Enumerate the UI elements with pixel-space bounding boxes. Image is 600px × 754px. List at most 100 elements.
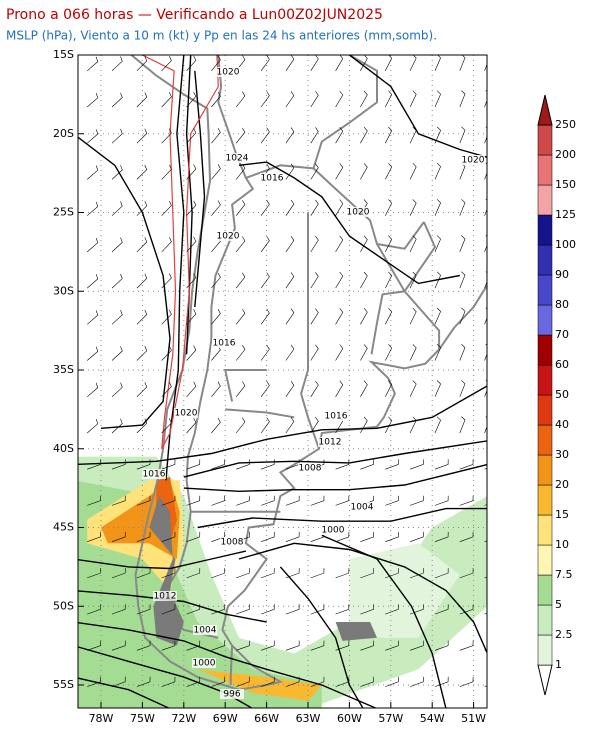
wind-barb — [260, 55, 270, 71]
wind-barb — [310, 235, 319, 253]
wind-barb — [87, 531, 101, 542]
isobar-label-bg — [321, 525, 345, 535]
wind-barb — [360, 126, 368, 144]
wind-barb — [235, 308, 246, 325]
wind-barb — [385, 126, 393, 144]
border — [300, 212, 320, 450]
wind-barb — [409, 416, 417, 434]
colorbar-tip — [537, 94, 553, 126]
wind-barb — [136, 459, 151, 470]
wind-barb — [235, 345, 246, 361]
wind-barb — [186, 309, 197, 325]
wind-barb — [360, 416, 368, 434]
wind-barb — [111, 92, 123, 108]
colorbar-segment — [537, 364, 553, 396]
colorbar-label: 250 — [555, 118, 576, 131]
wind-barb — [161, 676, 176, 687]
wind-barb — [186, 568, 201, 579]
isobar — [238, 161, 460, 285]
colorbar-segment — [537, 514, 553, 546]
wind-barb — [260, 676, 275, 687]
wind-barb — [161, 459, 176, 470]
colorbar-segment — [537, 214, 553, 246]
wind-barb — [161, 55, 172, 72]
wind-barb — [310, 91, 319, 108]
wind-barb — [211, 568, 225, 579]
wind-barb — [186, 200, 197, 216]
wind-barb — [111, 604, 126, 615]
wind-barb — [111, 237, 123, 253]
wind-barb — [161, 418, 172, 434]
wind-barb — [385, 531, 399, 542]
wind-barb — [211, 640, 225, 651]
wind-barb — [434, 459, 449, 470]
colorbar-label: 1 — [555, 658, 562, 671]
wind-barb — [136, 201, 148, 216]
wind-barb — [161, 92, 172, 108]
wind-barb — [136, 568, 151, 579]
wind-barb — [87, 676, 101, 687]
wind-barb — [235, 163, 246, 180]
wind-barb — [310, 417, 319, 434]
isobar-label-bg — [174, 408, 198, 418]
wind-barb — [136, 604, 151, 615]
wind-barb — [285, 236, 295, 253]
wind-barb — [335, 308, 344, 325]
wind-barb — [385, 235, 393, 253]
wind-barb — [335, 459, 350, 470]
isobar-label-bg — [260, 173, 284, 183]
wind-barb — [310, 676, 325, 687]
wind-barb — [335, 235, 344, 253]
isobar — [78, 550, 247, 570]
wind-barb — [87, 129, 99, 144]
wind-barb — [360, 163, 368, 180]
wind-barb — [260, 127, 270, 144]
wind-barb — [161, 568, 176, 579]
wind-barb — [409, 380, 417, 397]
wind-barb — [211, 309, 221, 325]
wind-barb — [434, 640, 449, 651]
wind-barb — [87, 92, 99, 108]
wind-barb — [186, 381, 197, 397]
wind-barb — [235, 200, 246, 216]
wind-barb — [87, 165, 99, 180]
wind-barb — [186, 55, 197, 71]
wind-barb — [211, 164, 221, 180]
wind-barb — [285, 55, 295, 71]
colorbar-label: 80 — [555, 298, 569, 311]
wind-barb — [236, 568, 250, 579]
wind-barb — [335, 271, 344, 289]
isobar — [348, 55, 487, 159]
wind-barb — [409, 90, 417, 108]
wind-barb — [136, 382, 148, 398]
wind-barb — [161, 309, 172, 325]
wind-barb — [310, 604, 325, 615]
colorbar-label: 5 — [555, 598, 562, 611]
wind-barb — [335, 676, 350, 687]
wind-barb — [111, 201, 123, 216]
wind-barb — [111, 459, 126, 470]
wind-barb — [260, 308, 270, 325]
wind-barb — [484, 126, 487, 144]
wind-barb — [459, 271, 466, 289]
wind-barb — [87, 346, 99, 361]
isobar-label: 1004 — [194, 626, 217, 636]
wind-barb — [136, 531, 151, 542]
isobar-label-bg — [212, 338, 236, 348]
wind-barb — [260, 272, 270, 289]
colorbar-label: 2.5 — [555, 628, 573, 641]
lon-label: 69W — [213, 712, 238, 725]
lat-label: 15S — [53, 48, 74, 61]
wind-barb — [434, 55, 441, 71]
isobar-label-bg — [318, 437, 342, 447]
wind-barb — [360, 640, 374, 651]
lat-label: 45S — [53, 521, 74, 534]
wind-barb — [484, 55, 487, 71]
wind-barb — [161, 640, 176, 651]
colorbar-label: 10 — [555, 538, 569, 551]
land-patch — [335, 622, 377, 641]
wind-barb — [236, 495, 250, 506]
wind-barb — [459, 55, 466, 71]
wind-barb — [186, 164, 197, 180]
wind-barb — [87, 568, 101, 579]
